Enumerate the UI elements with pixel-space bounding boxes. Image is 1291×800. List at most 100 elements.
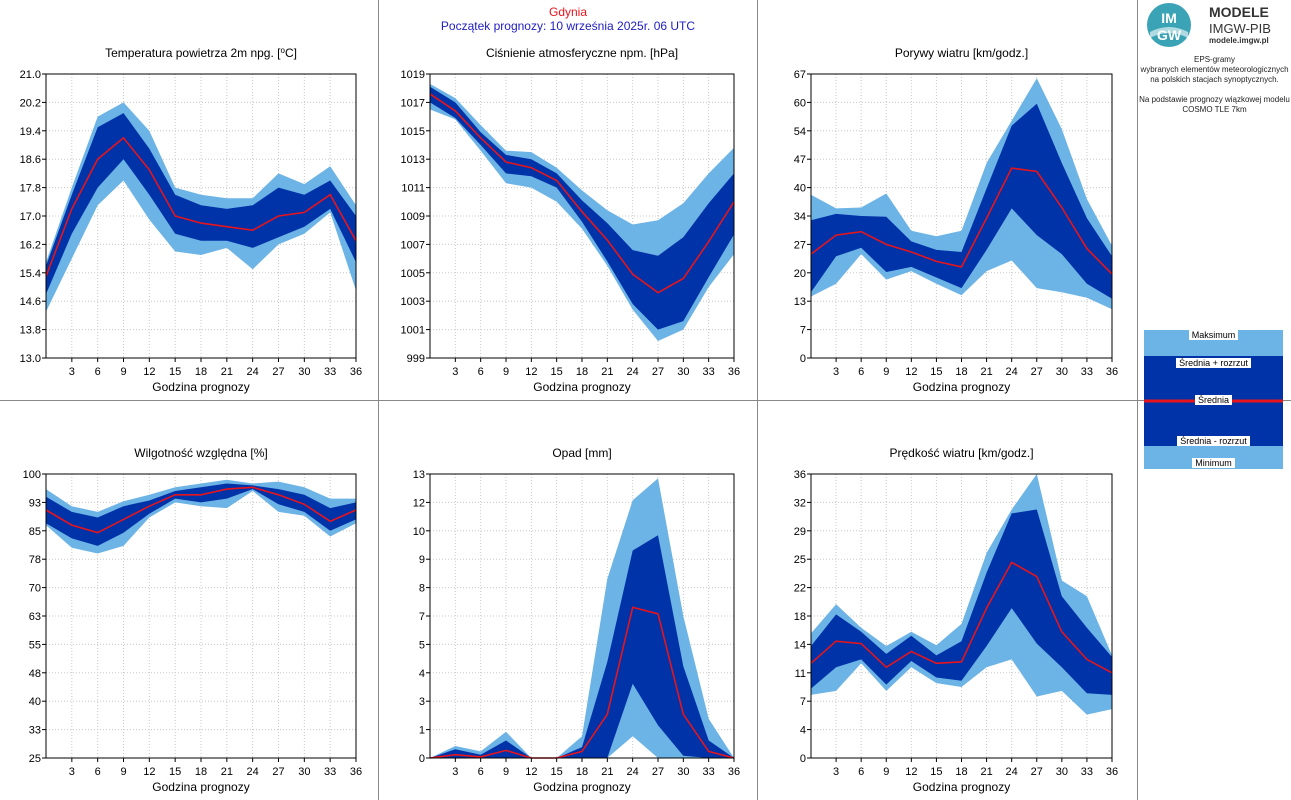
y-tick-label: 16.2 xyxy=(20,239,41,251)
x-tick-label: 30 xyxy=(298,766,310,778)
y-tick-label: 7 xyxy=(419,611,425,623)
x-tick-label: 27 xyxy=(652,766,664,778)
y-tick-label: 18 xyxy=(794,611,806,623)
y-tick-label: 14 xyxy=(794,639,806,651)
y-tick-label: 34 xyxy=(794,211,806,223)
y-tick-label: 36 xyxy=(794,469,806,481)
legend-label-min: Minimum xyxy=(1192,458,1235,468)
x-tick-label: 30 xyxy=(1056,366,1068,378)
x-tick-label: 21 xyxy=(601,766,613,778)
y-tick-label: 1001 xyxy=(401,325,425,337)
y-tick-label: 85 xyxy=(29,526,41,538)
x-tick-label: 3 xyxy=(833,766,839,778)
logo-line-imgw: IMGW-PIB xyxy=(1209,21,1271,36)
logo-line-url[interactable]: modele.imgw.pl xyxy=(1209,36,1269,45)
legend-label-max: Maksimum xyxy=(1188,330,1239,340)
x-tick-label: 6 xyxy=(95,766,101,778)
x-tick-label: 24 xyxy=(1006,766,1018,778)
x-tick-label: 27 xyxy=(652,366,664,378)
side-description: EPS-gramy wybranych elementów meteorolog… xyxy=(1138,55,1291,115)
x-tick-label: 27 xyxy=(272,366,284,378)
y-tick-label: 1015 xyxy=(401,126,425,138)
logo-mark-line2: GW xyxy=(1157,27,1182,43)
x-tick-label: 15 xyxy=(169,366,181,378)
y-tick-label: 1017 xyxy=(401,97,425,109)
x-tick-label: 33 xyxy=(1081,766,1093,778)
x-axis-label: Godzina prognozy xyxy=(533,780,630,794)
x-tick-label: 24 xyxy=(1006,366,1018,378)
series-spread-band xyxy=(46,113,356,295)
x-tick-label: 3 xyxy=(69,766,75,778)
side-description-line: wybranych elementów meteorologicznych xyxy=(1140,65,1289,74)
chart-panel-2: Ciśnienie atmosferyczne npm. [hPa] 999 100… xyxy=(401,46,741,394)
series-mean-line xyxy=(45,486,357,534)
y-tick-label: 22 xyxy=(794,583,806,595)
x-tick-label: 6 xyxy=(858,766,864,778)
x-tick-label: 12 xyxy=(905,766,917,778)
y-tick-label: 1011 xyxy=(401,183,425,195)
y-tick-label: 8 xyxy=(419,583,425,595)
y-tick-label: 60 xyxy=(794,97,806,109)
x-tick-label: 30 xyxy=(677,366,689,378)
series-spread-band xyxy=(811,509,1112,695)
x-tick-label: 21 xyxy=(221,366,233,378)
x-tick-label: 21 xyxy=(601,366,613,378)
x-tick-label: 18 xyxy=(576,366,588,378)
y-tick-label: 32 xyxy=(794,497,806,509)
x-tick-label: 36 xyxy=(728,366,740,378)
x-axis-label: Godzina prognozy xyxy=(913,780,1010,794)
y-tick-label: 15.4 xyxy=(20,268,41,280)
y-tick-label: 7 xyxy=(800,325,806,337)
x-tick-label: 9 xyxy=(883,766,889,778)
chart-title: Temperatura powietrza 2m npg. [oC] xyxy=(105,46,297,61)
y-tick-label: 0 xyxy=(800,353,806,365)
y-tick-label: 21.0 xyxy=(20,69,41,81)
y-tick-label: 5 xyxy=(419,639,425,651)
series-mean-line xyxy=(429,93,735,294)
x-tick-label: 24 xyxy=(627,766,639,778)
y-tick-label: 1005 xyxy=(401,268,425,280)
y-tick-label: 33 xyxy=(29,725,41,737)
y-tick-label: 40 xyxy=(794,183,806,195)
x-tick-label: 30 xyxy=(298,366,310,378)
legend-label-mean-plus: Średnia + rozrzut xyxy=(1176,358,1251,368)
y-tick-label: 13 xyxy=(413,469,425,481)
chart-grid xyxy=(46,473,357,759)
x-tick-label: 12 xyxy=(525,766,537,778)
x-axis-label: Godzina prognozy xyxy=(533,380,630,394)
x-tick-label: 36 xyxy=(1106,366,1118,378)
chart-title: Porywy wiatru [km/godz.] xyxy=(895,46,1028,60)
x-tick-label: 3 xyxy=(452,766,458,778)
x-tick-label: 30 xyxy=(1056,766,1068,778)
y-tick-label: 63 xyxy=(29,611,41,623)
y-tick-label: 13 xyxy=(794,296,806,308)
x-tick-label: 12 xyxy=(525,366,537,378)
x-tick-label: 18 xyxy=(955,766,967,778)
x-tick-label: 33 xyxy=(324,366,336,378)
x-axis-label: Godzina prognozy xyxy=(152,780,249,794)
y-tick-label: 999 xyxy=(407,353,425,365)
x-tick-label: 21 xyxy=(980,766,992,778)
logo-mark-line1: IM xyxy=(1161,10,1177,26)
side-description-line: Na podstawie prognozy wiązkowej modelu xyxy=(1139,95,1290,104)
x-tick-label: 3 xyxy=(69,366,75,378)
y-tick-label: 47 xyxy=(794,154,806,166)
x-tick-label: 6 xyxy=(95,366,101,378)
x-tick-label: 24 xyxy=(627,366,639,378)
x-tick-label: 24 xyxy=(247,766,259,778)
x-tick-label: 33 xyxy=(703,766,715,778)
y-tick-label: 78 xyxy=(29,554,41,566)
side-description-line: EPS-gramy xyxy=(1194,55,1235,64)
legend-label-mean-minus: Średnia - rozrzut xyxy=(1177,436,1250,446)
side-description-line xyxy=(1138,85,1291,95)
y-tick-label: 40 xyxy=(29,696,41,708)
station-title: Gdynia xyxy=(548,5,588,19)
y-tick-label: 70 xyxy=(29,583,41,595)
x-tick-label: 33 xyxy=(324,766,336,778)
series-spread-band xyxy=(46,483,356,546)
y-tick-label: 13.0 xyxy=(20,353,41,365)
x-tick-label: 12 xyxy=(905,366,917,378)
chart-title: Opad [mm] xyxy=(552,446,611,460)
series-mean-line xyxy=(429,606,735,759)
